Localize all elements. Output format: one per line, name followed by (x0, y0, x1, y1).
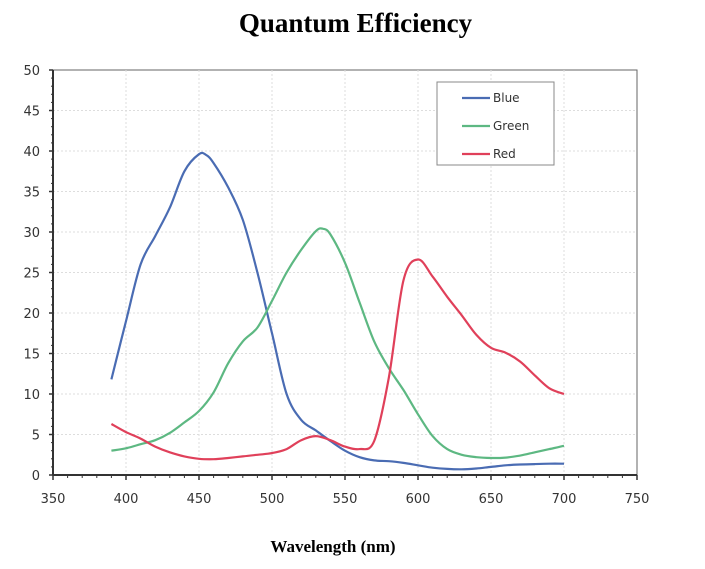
y-tick-label-10: 10 (23, 388, 40, 403)
y-tick-label-0: 0 (32, 469, 40, 484)
y-tick-label-20: 20 (23, 307, 40, 322)
series-line-red (110, 258, 565, 461)
x-tick-label-700: 700 (552, 492, 577, 507)
x-tick-label-750: 750 (625, 492, 650, 507)
y-tick-label-50: 50 (23, 64, 40, 79)
x-tick-label-450: 450 (187, 492, 212, 507)
chart-title: Quantum Efficiency (238, 8, 473, 38)
y-tick-label-45: 45 (23, 105, 40, 120)
y-tick-label-25: 25 (23, 267, 40, 282)
y-tick-label-35: 35 (23, 186, 40, 201)
x-tick-label-400: 400 (114, 492, 139, 507)
gridlines (53, 70, 637, 475)
y-tick-label-30: 30 (23, 226, 40, 241)
series-lines (110, 151, 565, 471)
y-tick-label-15: 15 (23, 348, 40, 363)
x-tick-label-500: 500 (260, 492, 285, 507)
y-tick-label-40: 40 (23, 145, 40, 160)
legend-label-blue: Blue (493, 91, 520, 105)
x-tick-label-550: 550 (333, 492, 358, 507)
legend-label-green: Green (493, 119, 529, 133)
x-tick-label-350: 350 (41, 492, 66, 507)
legend-label-red: Red (493, 147, 516, 161)
x-tick-label-600: 600 (406, 492, 431, 507)
axis-tick-labels: 350 400 450 500 550 600 650 700 750 0 5 10 15 20 25 30 3… (23, 64, 649, 507)
series-line-green (111, 227, 565, 460)
legend-box (436, 81, 555, 166)
legend: Blue Green Red (436, 81, 555, 166)
axis-ticks (49, 69, 638, 480)
x-axis-label: Wavelength (nm) (270, 537, 396, 556)
x-tick-label-650: 650 (479, 492, 504, 507)
y-tick-label-5: 5 (32, 429, 40, 444)
